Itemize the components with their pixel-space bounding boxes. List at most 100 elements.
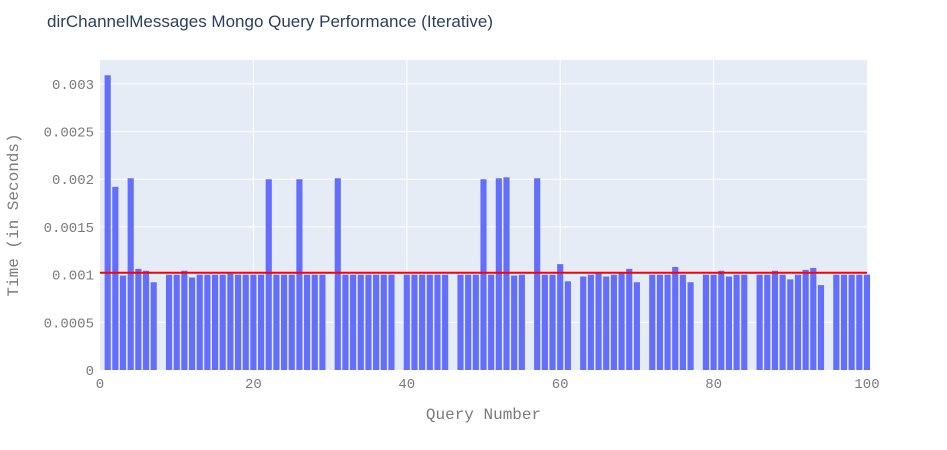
bar	[150, 282, 157, 370]
bar	[794, 274, 802, 370]
bar	[741, 274, 748, 370]
chart-title: dirChannelMessages Mongo Query Performan…	[47, 12, 493, 31]
bar	[411, 274, 418, 370]
bar	[518, 274, 525, 370]
bar	[403, 274, 410, 370]
bar	[196, 274, 203, 370]
bar	[557, 264, 564, 370]
x-tick-labels: 0 20 40 60 80 100	[96, 377, 880, 393]
y-axis-label: Time (in Seconds)	[5, 133, 23, 296]
x-tick-label: 40	[398, 377, 415, 393]
bar	[511, 275, 518, 370]
bar	[587, 274, 594, 370]
bar	[549, 274, 556, 370]
bar	[288, 274, 295, 370]
bar	[465, 274, 472, 370]
bars	[104, 75, 871, 370]
bar	[373, 274, 380, 370]
bar	[863, 274, 871, 370]
bar	[227, 273, 234, 370]
y-tick-labels: 0 0.0005 0.001 0.0015 0.002 0.0025 0.003	[44, 78, 94, 380]
bar	[173, 274, 180, 370]
bar	[219, 274, 226, 370]
bar	[564, 281, 571, 370]
y-tick-label: 0	[86, 364, 94, 380]
x-tick-label: 20	[245, 377, 262, 393]
bar	[112, 186, 119, 370]
bar	[181, 270, 188, 370]
bar	[380, 274, 387, 370]
x-axis-label: Query Number	[426, 406, 541, 424]
bar	[787, 279, 794, 370]
y-tick-label: 0.0015	[44, 221, 94, 237]
bar	[603, 276, 610, 370]
bar	[649, 274, 656, 370]
bar	[833, 274, 840, 370]
bar	[656, 274, 663, 370]
x-tick-label: 80	[705, 377, 722, 393]
bar	[495, 178, 502, 370]
bar	[672, 266, 679, 370]
bar	[840, 274, 848, 370]
bar	[534, 178, 541, 370]
bar	[265, 179, 272, 370]
y-tick-label: 0.003	[52, 78, 94, 94]
bar	[442, 274, 449, 370]
bar	[480, 179, 487, 370]
bar	[119, 275, 127, 370]
bar	[802, 269, 809, 370]
bar	[710, 274, 717, 370]
bar	[258, 274, 265, 370]
bar	[633, 282, 640, 370]
bar	[434, 274, 441, 370]
bar	[419, 274, 426, 370]
bar	[817, 285, 825, 370]
bar	[204, 274, 211, 370]
bar	[779, 274, 786, 370]
bar	[718, 270, 725, 370]
bar	[580, 276, 587, 370]
bar	[664, 274, 671, 370]
bar	[165, 274, 173, 370]
bar	[457, 274, 464, 370]
bar	[135, 268, 142, 370]
y-tick-label: 0.002	[52, 173, 94, 189]
bar	[188, 277, 196, 370]
bar	[250, 274, 257, 370]
y-tick-label: 0.0005	[44, 316, 94, 332]
bar	[488, 274, 495, 370]
bar	[595, 272, 602, 370]
bar	[211, 274, 219, 370]
bar	[725, 276, 733, 370]
bar	[127, 178, 134, 370]
x-tick-label: 60	[552, 377, 569, 393]
bar	[764, 274, 771, 370]
bar	[104, 75, 111, 370]
bar	[242, 274, 249, 370]
y-tick-label: 0.001	[52, 269, 94, 285]
bar	[679, 274, 686, 370]
bar	[426, 274, 433, 370]
bar	[142, 270, 150, 370]
y-tick-label: 0.0025	[44, 126, 94, 142]
bar	[848, 274, 855, 370]
bar	[304, 274, 311, 370]
bar	[687, 282, 694, 370]
bar	[810, 267, 817, 370]
bar	[365, 274, 372, 370]
bar	[281, 274, 288, 370]
bar	[610, 274, 617, 370]
bar	[618, 272, 625, 370]
x-tick-label: 0	[96, 377, 104, 393]
bar	[234, 274, 242, 370]
bar	[856, 274, 863, 370]
x-tick-label: 100	[854, 377, 879, 393]
bar	[357, 274, 364, 370]
bar	[756, 274, 763, 370]
bar	[319, 274, 326, 370]
bar	[342, 274, 349, 370]
bar	[472, 274, 479, 370]
bar	[388, 274, 395, 370]
bar	[350, 274, 357, 370]
